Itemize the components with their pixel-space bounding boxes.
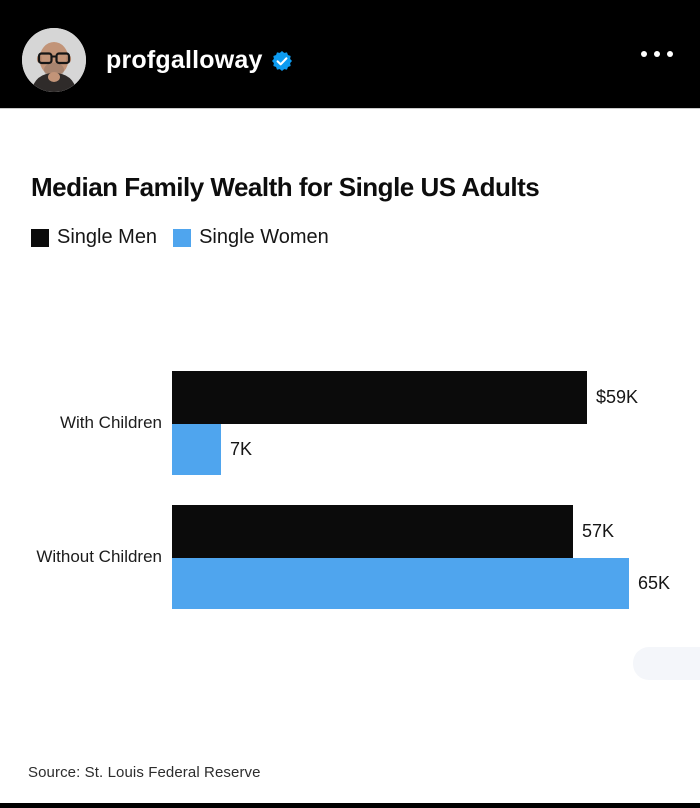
ellipsis-dot	[654, 51, 660, 57]
post-header: profgalloway	[0, 0, 700, 109]
verified-badge-icon	[271, 51, 292, 71]
watermark-remnant	[633, 647, 700, 680]
value-label-single-women-with-children: 7K	[230, 439, 253, 459]
post-image: Median Family Wealth for Single US Adult…	[0, 110, 700, 808]
bar-row: $59K	[172, 371, 700, 424]
legend-swatch-single-men	[31, 228, 49, 247]
more-options-button[interactable]	[639, 45, 675, 63]
bar-single-women-without-children	[172, 558, 629, 609]
ellipsis-dot	[667, 51, 673, 57]
chart-title: Median Family Wealth for Single US Adult…	[31, 172, 540, 202]
bar-chart: With Children $59K 7K Without Children 57K 65…	[0, 371, 700, 611]
legend-label-single-women: Single Women	[199, 226, 329, 248]
profile-area: profgalloway	[22, 0, 292, 108]
bar-group-with-children: With Children $59K 7K	[0, 371, 700, 475]
username[interactable]: profgalloway	[106, 45, 263, 74]
source-caption: Source: St. Louis Federal Reserve	[28, 764, 261, 781]
bar-row: 57K	[172, 505, 700, 558]
value-label-single-men-with-children: $59K	[596, 387, 639, 407]
value-label-single-men-without-children: 57K	[582, 521, 615, 541]
chart-legend: Single Men Single Women	[31, 226, 329, 249]
bar-single-women-with-children	[172, 424, 221, 475]
bottom-strip	[0, 803, 700, 808]
legend-swatch-single-women	[173, 228, 192, 247]
bar-single-men-without-children	[172, 505, 573, 558]
bar-group-without-children: Without Children 57K 65K	[0, 505, 700, 609]
value-label-single-women-without-children: 65K	[638, 573, 671, 593]
category-label-with-children: With Children	[59, 413, 162, 432]
category-label-without-children: Without Children	[36, 547, 162, 566]
legend-item-single-men: Single Men	[31, 226, 157, 249]
avatar[interactable]	[22, 28, 86, 92]
legend-label-single-men: Single Men	[57, 226, 158, 248]
legend-item-single-women: Single Women	[173, 226, 329, 249]
bar-single-men-with-children	[172, 371, 587, 424]
ellipsis-dot	[641, 51, 647, 57]
bar-row: 7K	[172, 424, 700, 475]
bar-row: 65K	[172, 558, 700, 609]
avatar-photo	[22, 28, 86, 92]
